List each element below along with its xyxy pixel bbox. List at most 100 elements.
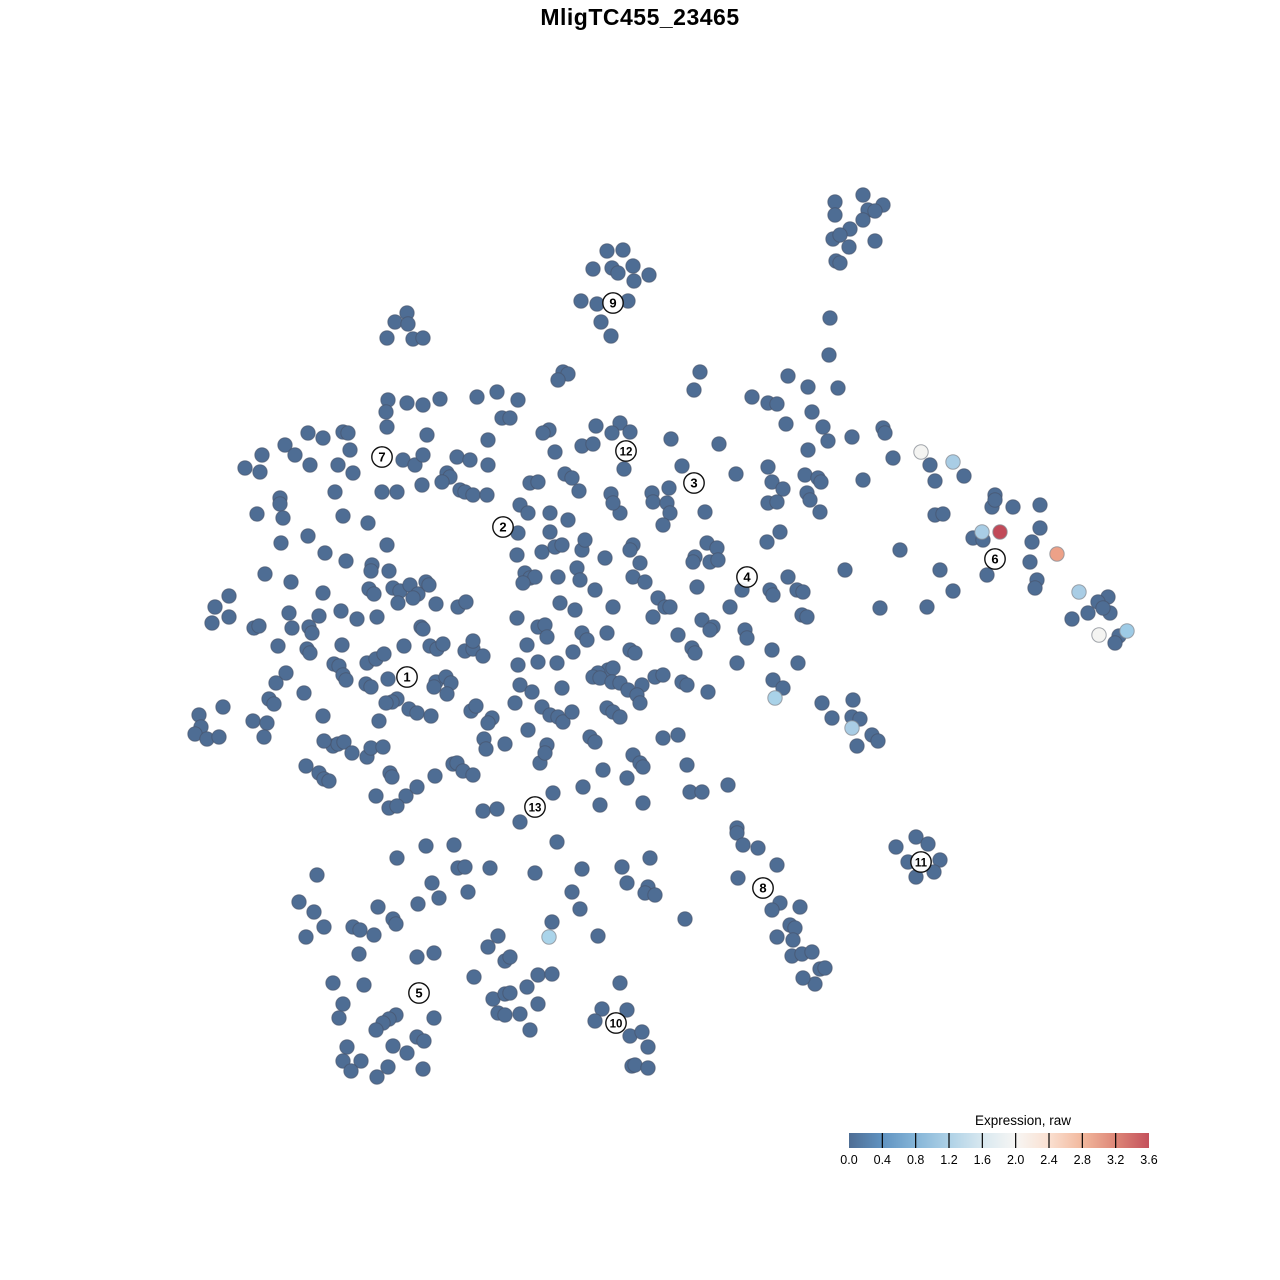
data-point [661,480,677,496]
data-point [687,645,703,661]
data-point [932,562,948,578]
data-point [330,457,346,473]
legend-gradient-bar [849,1133,1149,1148]
data-point [509,610,525,626]
data-point [711,436,727,452]
data-point [605,495,621,511]
data-point [572,901,588,917]
data-point [778,416,794,432]
data-point [489,801,505,817]
data-point [388,916,404,932]
cluster-label-circle [492,516,514,538]
data-point [316,733,332,749]
data-point [339,1039,355,1055]
data-point [1022,554,1038,570]
data-point [662,505,678,521]
cluster-label-circle [371,446,393,468]
data-point [480,457,496,473]
data-point [627,645,643,661]
data-point [815,419,831,435]
data-point [360,515,376,531]
data-point [374,484,390,500]
data-point [273,535,289,551]
cluster-label: 7 [371,446,393,468]
data-point [284,620,300,636]
data-point [497,1007,513,1023]
data-point [772,524,788,540]
data-points [187,187,1127,1085]
data-point [844,429,860,445]
data-point [800,442,816,458]
data-point [490,928,506,944]
data-point [632,695,648,711]
data-point [547,444,563,460]
data-point [387,314,403,330]
expression-point [974,524,990,540]
data-point [363,679,379,695]
data-point [338,672,354,688]
data-point [595,762,611,778]
data-point [769,494,785,510]
cluster-label-circle [736,566,758,588]
data-point [480,939,496,955]
data-point [632,555,648,571]
data-point [542,524,558,540]
data-point [351,946,367,962]
data-point [1032,497,1048,513]
data-point [539,629,555,645]
data-point [769,929,785,945]
data-point [1064,611,1080,627]
data-point [519,979,535,995]
data-point [369,1069,385,1085]
legend-colorbar: 0.0 0.4 0.8 1.2 1.6 2.0 2.4 2.8 3.2 3.6 [840,1133,1158,1167]
data-point [572,572,588,588]
data-point [384,769,400,785]
data-point [405,590,421,606]
data-point [730,870,746,886]
data-point [380,671,396,687]
data-point [577,532,593,548]
data-point [480,715,496,731]
data-point [304,625,320,641]
data-point [641,267,657,283]
cluster-label-text: 2 [499,520,506,535]
data-point [920,836,936,852]
cluster-label: 9 [602,292,624,314]
expression-point [1119,623,1135,639]
data-point [507,695,523,711]
data-point [589,296,605,312]
data-point [502,949,518,965]
data-point [366,586,382,602]
data-point [1024,534,1040,550]
data-point [251,618,267,634]
data-point [414,477,430,493]
data-point [592,797,608,813]
data-point [343,1063,359,1079]
cluster-label-circle [615,440,637,462]
data-point [571,483,587,499]
data-point [376,646,392,662]
cluster-label-text: 7 [378,450,385,465]
data-point [399,1045,415,1061]
data-point [564,704,580,720]
highlighted-points [541,444,1135,945]
data-point [272,496,288,512]
data-point [700,684,716,700]
data-point [259,715,275,731]
data-point [855,212,871,228]
data-point [824,710,840,726]
data-point [221,588,237,604]
data-point [567,602,583,618]
data-point [335,996,351,1012]
data-point [822,310,838,326]
data-point [407,457,423,473]
cluster-label-circle [605,1012,627,1034]
data-point [497,736,513,752]
data-point [637,574,653,590]
data-point [389,484,405,500]
cluster-label-text: 8 [759,881,766,896]
data-point [550,372,566,388]
expression-point [913,444,929,460]
data-point [281,605,297,621]
